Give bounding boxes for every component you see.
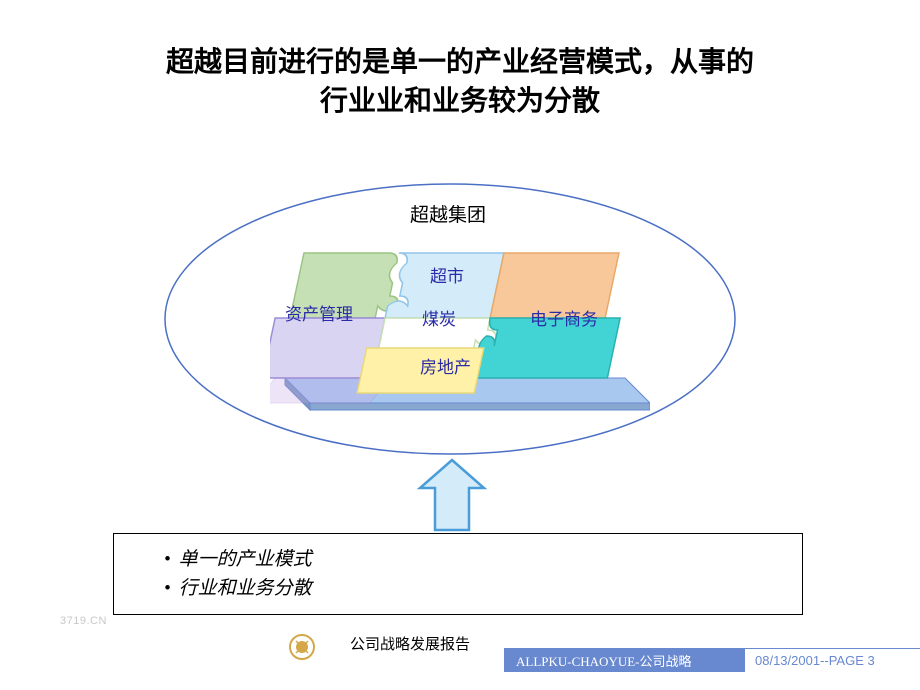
label-estate: 房地产 — [420, 353, 471, 378]
footer-logo-icon — [288, 633, 316, 661]
summary-box: 单一的产业模式 行业和业务分散 — [113, 533, 803, 615]
label-asset: 资产管理 — [285, 300, 353, 325]
title-line1: 超越目前进行的是单一的产业经营模式，从事的 — [60, 42, 860, 81]
bullet-1: 单一的产业模式 — [164, 546, 752, 575]
group-label: 超越集团 — [410, 200, 486, 227]
label-market: 超市 — [430, 262, 464, 287]
footer-bar: ALLPKU-CHAOYUE-公司战略 08/13/2001--PAGE 3 — [504, 648, 920, 672]
label-ecom: 电子商务 — [530, 305, 598, 330]
watermark-text: 3719.CN — [60, 615, 107, 627]
footer-report-text: 公司战略发展报告 — [350, 633, 470, 654]
bullet-2: 行业和业务分散 — [164, 575, 752, 604]
title-line2: 行业业和业务较为分散 — [60, 81, 860, 120]
label-coal: 煤炭 — [422, 305, 456, 330]
arrow-up-icon — [414, 458, 490, 536]
slide-title: 超越目前进行的是单一的产业经营模式，从事的 行业业和业务较为分散 — [0, 0, 920, 120]
footer-page: 08/13/2001--PAGE 3 — [744, 648, 920, 672]
footer-middle: ALLPKU-CHAOYUE-公司战略 — [504, 648, 744, 672]
